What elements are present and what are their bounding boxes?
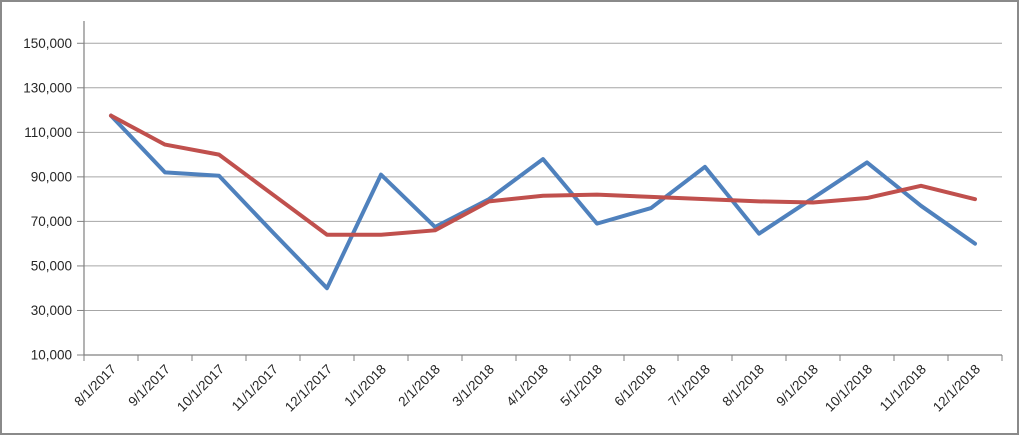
x-axis-label: 1/1/2018 bbox=[341, 362, 389, 410]
x-axis-label: 7/1/2018 bbox=[665, 362, 713, 410]
y-axis-label: 30,000 bbox=[31, 303, 72, 318]
x-axis-label: 2/1/2018 bbox=[395, 362, 443, 410]
x-axis-label: 10/1/2017 bbox=[174, 362, 227, 415]
x-axis-label: 10/1/2018 bbox=[822, 362, 875, 415]
x-axis-label: 11/1/2018 bbox=[877, 362, 929, 414]
y-axis-label: 10,000 bbox=[31, 348, 72, 363]
x-axis-label: 5/1/2018 bbox=[557, 362, 605, 410]
x-axis-label: 8/1/2017 bbox=[71, 362, 119, 410]
x-axis-label: 3/1/2018 bbox=[449, 362, 497, 410]
x-axis-label: 11/1/2017 bbox=[229, 362, 281, 414]
x-axis-label: 9/1/2018 bbox=[773, 362, 821, 410]
y-axis-label: 50,000 bbox=[31, 258, 72, 273]
x-axis-label: 12/1/2017 bbox=[282, 362, 335, 415]
x-axis-label: 6/1/2018 bbox=[611, 362, 659, 410]
x-axis-label: 12/1/2018 bbox=[930, 362, 983, 415]
y-axis-label: 110,000 bbox=[24, 125, 72, 140]
y-axis-label: 90,000 bbox=[31, 169, 72, 184]
y-axis-label: 130,000 bbox=[23, 80, 72, 95]
x-axis-label: 4/1/2018 bbox=[503, 362, 551, 410]
y-axis-label: 70,000 bbox=[31, 214, 72, 229]
y-axis-label: 150,000 bbox=[23, 36, 72, 51]
x-axis-label: 9/1/2017 bbox=[125, 362, 173, 410]
series-blue-line bbox=[109, 113, 977, 291]
series-red-line bbox=[109, 113, 977, 237]
x-axis-label: 8/1/2018 bbox=[719, 362, 767, 410]
